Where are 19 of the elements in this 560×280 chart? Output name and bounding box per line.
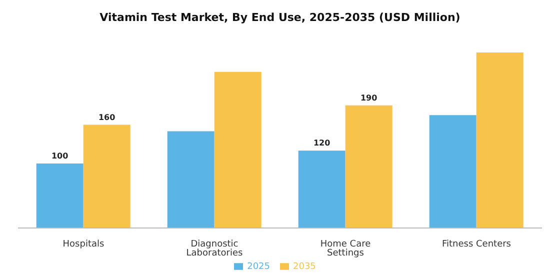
data-label: 160 xyxy=(98,112,116,122)
bar xyxy=(429,115,476,228)
legend-label: 2035 xyxy=(293,262,316,272)
x-tick-label: Fitness Centers xyxy=(442,239,512,250)
bar xyxy=(345,105,392,228)
data-label: 100 xyxy=(51,151,69,160)
bar xyxy=(36,163,84,228)
bar xyxy=(298,150,346,228)
data-label: 190 xyxy=(360,93,378,102)
bar xyxy=(167,131,214,228)
x-tick-label: Hospitals xyxy=(62,239,105,250)
bar xyxy=(476,52,524,228)
data-label: 120 xyxy=(313,138,331,148)
x-tick-label: Diagnostic Laboratories xyxy=(186,239,244,258)
bar xyxy=(83,124,130,228)
chart-title: Vitamin Test Market, By End Use, 2025-2035 (USD Million) xyxy=(98,10,462,26)
legend-label: 2025 xyxy=(247,262,270,272)
x-tick-label: Home Care Settings xyxy=(320,239,372,258)
bar xyxy=(214,72,262,228)
